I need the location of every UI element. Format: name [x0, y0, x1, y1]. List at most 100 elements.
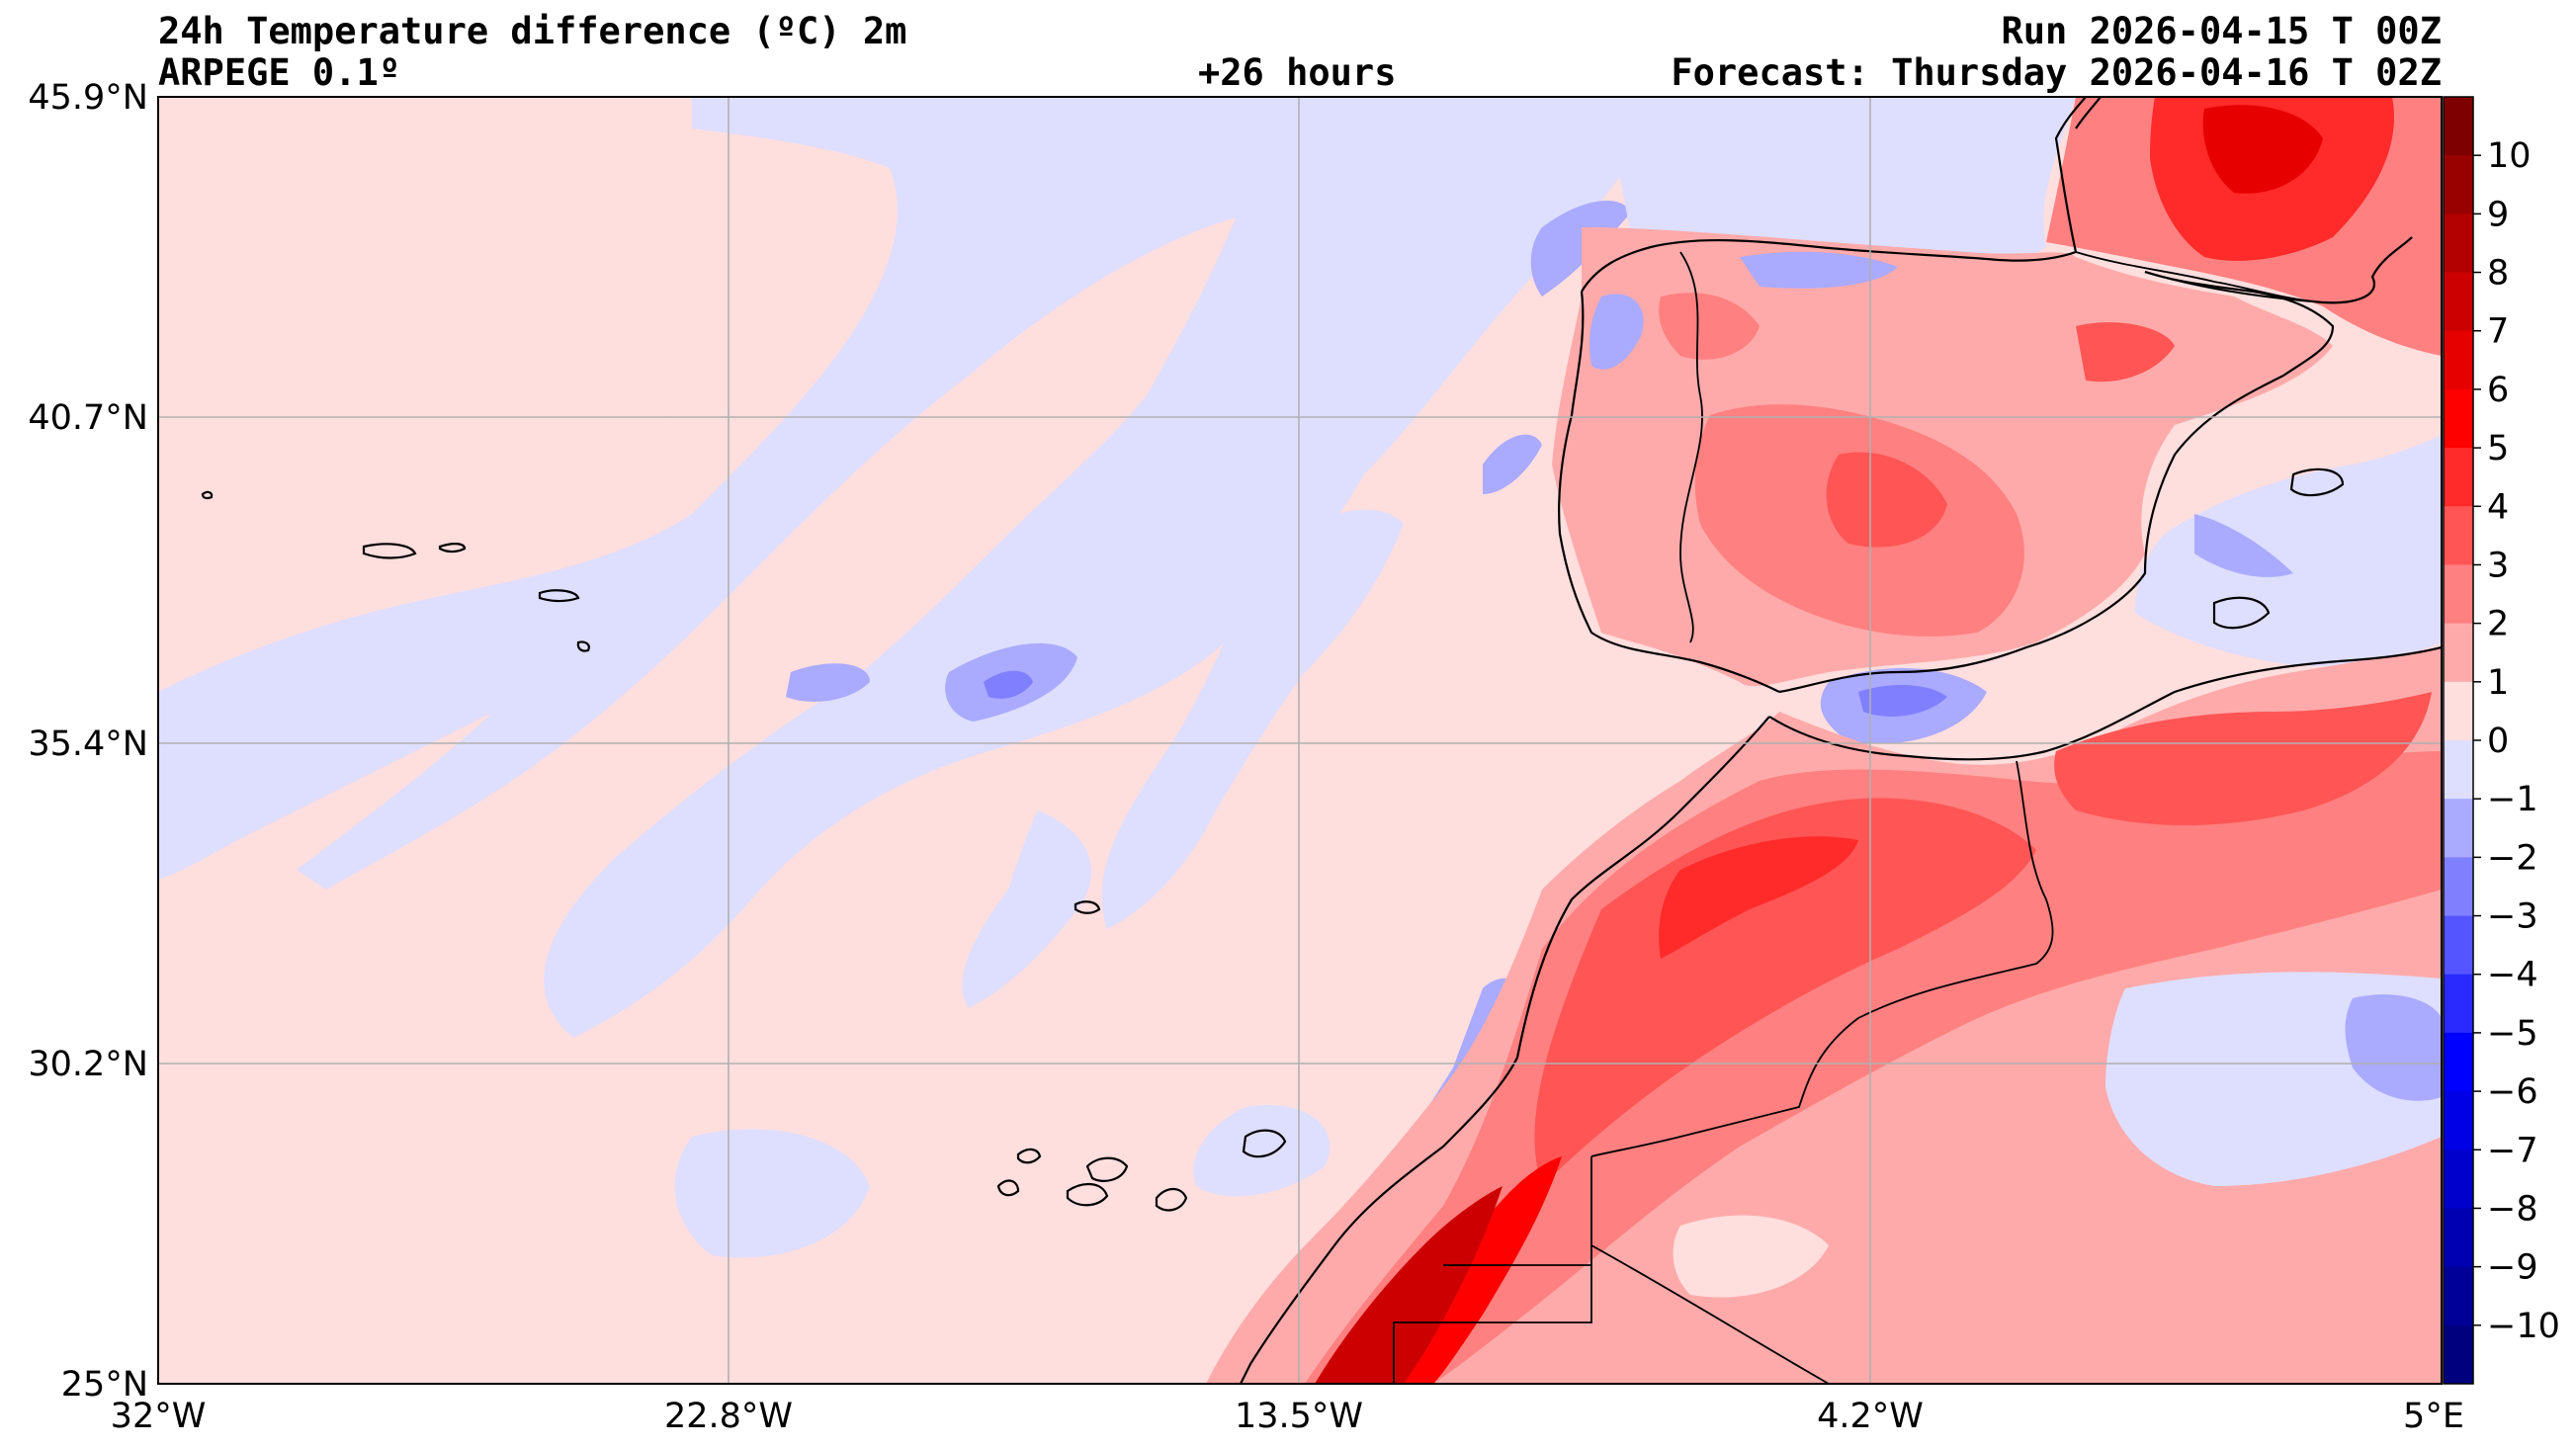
colorbar-swatch	[2444, 1150, 2473, 1209]
coastlines	[201, 97, 2442, 1384]
coast-morocco-atlantic	[1240, 716, 1770, 1384]
lon-tick-label: 13.5°W	[1235, 1397, 1363, 1436]
colorbar-tick-label: 4	[2487, 487, 2509, 527]
map-title: 24h Temperature difference (ºC) 2m	[158, 10, 907, 52]
cool-galicia	[1589, 294, 1644, 370]
island-canary-4	[1155, 1187, 1188, 1212]
border-spain-france	[2075, 251, 2314, 302]
cool-blob-4	[1483, 434, 1542, 494]
colorbar-tick-label: −3	[2487, 897, 2538, 937]
coast-brittany	[2075, 97, 2102, 129]
cool-blob-sahara	[2345, 994, 2442, 1101]
land-atlas-warm	[1305, 751, 2442, 1384]
lat-tick-label: 45.9°N	[28, 78, 148, 118]
colorbar-swatch	[2444, 448, 2473, 507]
colorbar-tick-label: −7	[2487, 1131, 2538, 1170]
colorbar-swatch	[2444, 506, 2473, 565]
lead-time-label: +26 hours	[1198, 51, 1397, 94]
colorbar-swatch	[2444, 1324, 2473, 1385]
colorbar-swatch	[2444, 1091, 2473, 1150]
cool-blob-5	[1530, 201, 1631, 297]
colorbar-swatch	[2444, 1266, 2473, 1326]
colorbar-swatch	[2444, 97, 2473, 156]
cool-band-central	[297, 97, 1680, 1038]
cool-streak-canary	[1101, 509, 1404, 929]
colorbar-swatch	[2444, 330, 2473, 390]
cool-blob-balearic	[2194, 514, 2293, 577]
cool-band-southwest	[158, 514, 696, 880]
colorbar-tick-label: 9	[2487, 195, 2509, 234]
land-algeria-hot	[2054, 692, 2432, 825]
island-mallorca	[2212, 596, 2271, 630]
land-france-core	[2202, 105, 2323, 194]
coast-north-spain	[1581, 238, 2077, 293]
colorbar-tick-label: 3	[2487, 546, 2509, 585]
cool-patch-3	[674, 1129, 870, 1258]
forecast-label: Forecast: Thursday 2026-04-16 T 02Z	[1671, 51, 2442, 94]
lon-tick-label: 32°W	[111, 1397, 207, 1436]
colorbar-tick-label: −5	[2487, 1014, 2538, 1054]
cool-patch-2	[1193, 1105, 1331, 1197]
colorbar-swatch	[2444, 213, 2473, 274]
land-morocco-hot	[1534, 798, 2036, 1186]
colorbar-tick-label: 7	[2487, 312, 2509, 352]
colorbar-tick-label: 6	[2487, 371, 2509, 410]
border-morocco-algeria	[1590, 760, 2054, 1157]
cool-blob-3	[984, 670, 1033, 699]
colorbar-tick-label: −9	[2487, 1248, 2538, 1288]
island-canary-2	[1066, 1183, 1109, 1207]
cool-region-biscay	[1601, 97, 2076, 271]
colorbar-tick-label: 1	[2487, 663, 2509, 703]
coast-gulf-lion	[2144, 236, 2413, 304]
colorbar-swatch	[2444, 857, 2473, 917]
lat-tick-label: 25°N	[61, 1365, 148, 1405]
lon-tick-label: 22.8°W	[664, 1397, 793, 1436]
island-azores-2	[438, 543, 467, 554]
island-azores-5	[201, 490, 214, 500]
cool-blob-alboran-core	[1858, 685, 1947, 717]
island-azores-1	[362, 543, 417, 559]
colorbar-swatch	[2444, 1032, 2473, 1092]
colorbar-tick-label: 2	[2487, 605, 2509, 644]
island-madeira	[1073, 900, 1101, 914]
land-sahara-core	[1315, 1186, 1503, 1384]
colorbar-swatch	[2444, 681, 2473, 741]
colorbar-swatch	[2444, 272, 2473, 332]
colorbar-tick-label: 8	[2487, 254, 2509, 294]
colorbar-swatch	[2444, 623, 2473, 683]
lat-axis: 45.9°N 40.7°N 35.4°N 30.2°N 25°N	[28, 78, 148, 1405]
coast-france-west	[2054, 97, 2087, 253]
colorbar-tick-label: −2	[2487, 838, 2538, 878]
land-morocco-core	[1659, 836, 1858, 959]
island-menorca	[2289, 468, 2345, 497]
cool-cantabria	[1740, 251, 1898, 289]
colorbar-tick-label: −4	[2487, 956, 2538, 995]
plot-frame	[157, 96, 2443, 1385]
colorbar-swatch	[2444, 974, 2473, 1034]
colorbar-swatch	[2444, 388, 2473, 449]
colorbar-tick-label: 0	[2487, 722, 2509, 761]
colorbar-swatch	[2444, 740, 2473, 800]
land-ebro	[2076, 322, 2175, 383]
lon-tick-label: 4.2°W	[1817, 1397, 1924, 1436]
colorbar-swatch	[2444, 564, 2473, 625]
land-iberia-core	[1826, 452, 1947, 548]
gridlines	[158, 97, 2442, 1384]
colorbar-swatch	[2444, 915, 2473, 976]
colorbar-tick-label: −8	[2487, 1189, 2538, 1229]
lat-tick-label: 30.2°N	[28, 1045, 148, 1084]
colorbar-tick-label: −1	[2487, 780, 2538, 819]
island-canary-6	[1016, 1148, 1042, 1164]
coast-portugal	[1558, 291, 1780, 693]
plot-area	[158, 97, 2442, 1384]
colorbar-tick-label: −10	[2487, 1307, 2560, 1346]
colorbar-tick-label: −6	[2487, 1072, 2538, 1112]
colorbar-tick-label: 5	[2487, 429, 2509, 468]
land-iberia-nw	[1659, 293, 1760, 360]
land-neutral-patch	[1673, 1215, 1829, 1298]
colorbar-swatch	[2444, 1208, 2473, 1268]
model-label: ARPEGE 0.1º	[158, 51, 401, 94]
island-canary-3	[1085, 1156, 1129, 1182]
